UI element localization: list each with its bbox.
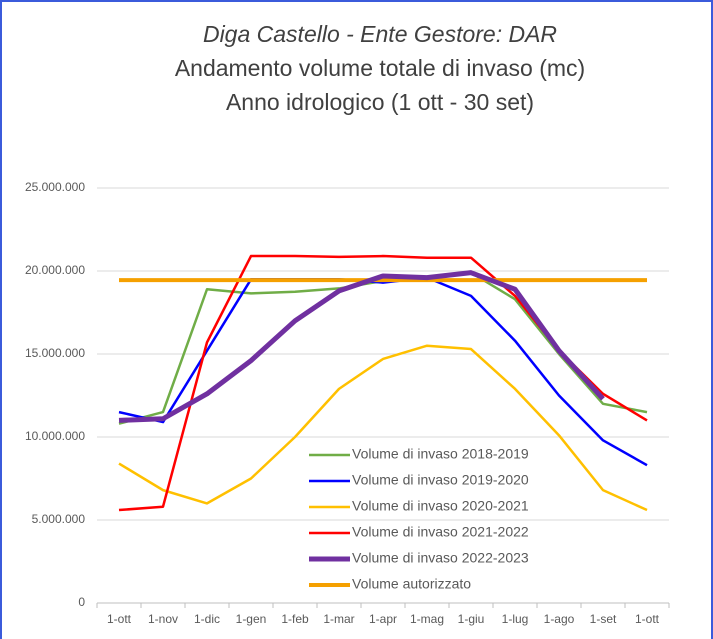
x-tick-label: 1-set (590, 612, 617, 626)
legend-label: Volume di invaso 2018-2019 (352, 446, 529, 462)
chart-subtitle: Anno idrologico (1 ott - 30 set) (226, 89, 534, 115)
y-tick-label: 15.000.000 (25, 346, 85, 360)
y-tick-label: 20.000.000 (25, 263, 85, 277)
series-line (118, 276, 648, 467)
x-tick-label: 1-nov (148, 612, 178, 626)
series-line (118, 270, 605, 423)
chart-title: Diga Castello - Ente Gestore: DAR (203, 21, 557, 47)
legend-label: Volume autorizzato (352, 576, 471, 592)
x-tick-label: 1-giu (458, 612, 485, 626)
series-line (118, 344, 648, 512)
y-tick-label: 25.000.000 (25, 180, 85, 194)
x-tick-label: 1-apr (369, 612, 397, 626)
x-tick-label: 1-ago (544, 612, 575, 626)
y-tick-label: 10.000.000 (25, 429, 85, 443)
x-tick-label: 1-mag (410, 612, 444, 626)
chart-subtitle: Andamento volume totale di invaso (mc) (175, 55, 585, 81)
x-tick-label: 1-gen (236, 612, 267, 626)
legend-label: Volume di invaso 2022-2023 (352, 550, 529, 566)
legend-label: Volume di invaso 2021-2022 (352, 524, 529, 540)
x-tick-label: 1-ott (107, 612, 132, 626)
y-tick-label: 5.000.000 (32, 512, 86, 526)
x-tick-label: 1-ott (635, 612, 660, 626)
y-tick-label: 0 (78, 595, 85, 609)
x-tick-label: 1-dic (194, 612, 220, 626)
x-tick-label: 1-mar (323, 612, 354, 626)
legend-label: Volume di invaso 2020-2021 (352, 498, 529, 514)
x-tick-label: 1-lug (502, 612, 529, 626)
x-tick-label: 1-feb (281, 612, 309, 626)
legend-label: Volume di invaso 2019-2020 (352, 472, 529, 488)
